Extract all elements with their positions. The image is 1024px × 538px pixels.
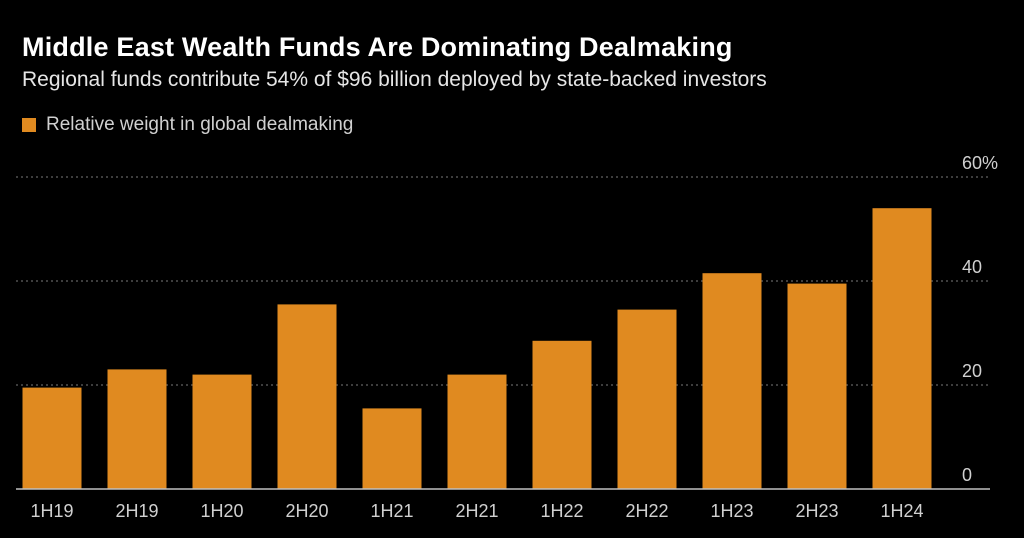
bar-1h23 xyxy=(702,273,762,489)
y-tick-label: 20 xyxy=(962,361,982,381)
bar-2h21 xyxy=(447,374,507,489)
x-tick-label: 2H20 xyxy=(285,501,328,521)
x-tick-label: 1H24 xyxy=(880,501,923,521)
x-tick-label: 1H21 xyxy=(370,501,413,521)
bar-1h21 xyxy=(362,408,422,489)
x-tick-label: 2H23 xyxy=(795,501,838,521)
x-tick-label: 1H20 xyxy=(200,501,243,521)
legend-label: Relative weight in global dealmaking xyxy=(46,114,354,135)
chart-title: Middle East Wealth Funds Are Dominating … xyxy=(22,32,733,62)
x-tick-label: 1H19 xyxy=(30,501,73,521)
y-tick-label: 40 xyxy=(962,257,982,277)
x-tick-label: 2H22 xyxy=(625,501,668,521)
bar-2h23 xyxy=(787,283,847,489)
bar-1h24 xyxy=(872,208,932,489)
x-tick-label: 1H23 xyxy=(710,501,753,521)
bar-1h20 xyxy=(192,374,252,489)
bar-2h20 xyxy=(277,304,337,489)
y-tick-label: 0 xyxy=(962,465,972,485)
legend: Relative weight in global dealmaking xyxy=(22,114,353,136)
chart-subtitle: Regional funds contribute 54% of $96 bil… xyxy=(22,68,767,91)
x-tick-label: 2H21 xyxy=(455,501,498,521)
y-tick-label: 60% xyxy=(962,153,998,173)
bar-1h19 xyxy=(22,387,82,489)
x-tick-label: 2H19 xyxy=(115,501,158,521)
bar-1h22 xyxy=(532,340,592,489)
bar-2h22 xyxy=(617,309,677,489)
bar-2h19 xyxy=(107,369,167,489)
legend-swatch xyxy=(22,118,36,132)
x-tick-label: 1H22 xyxy=(540,501,583,521)
